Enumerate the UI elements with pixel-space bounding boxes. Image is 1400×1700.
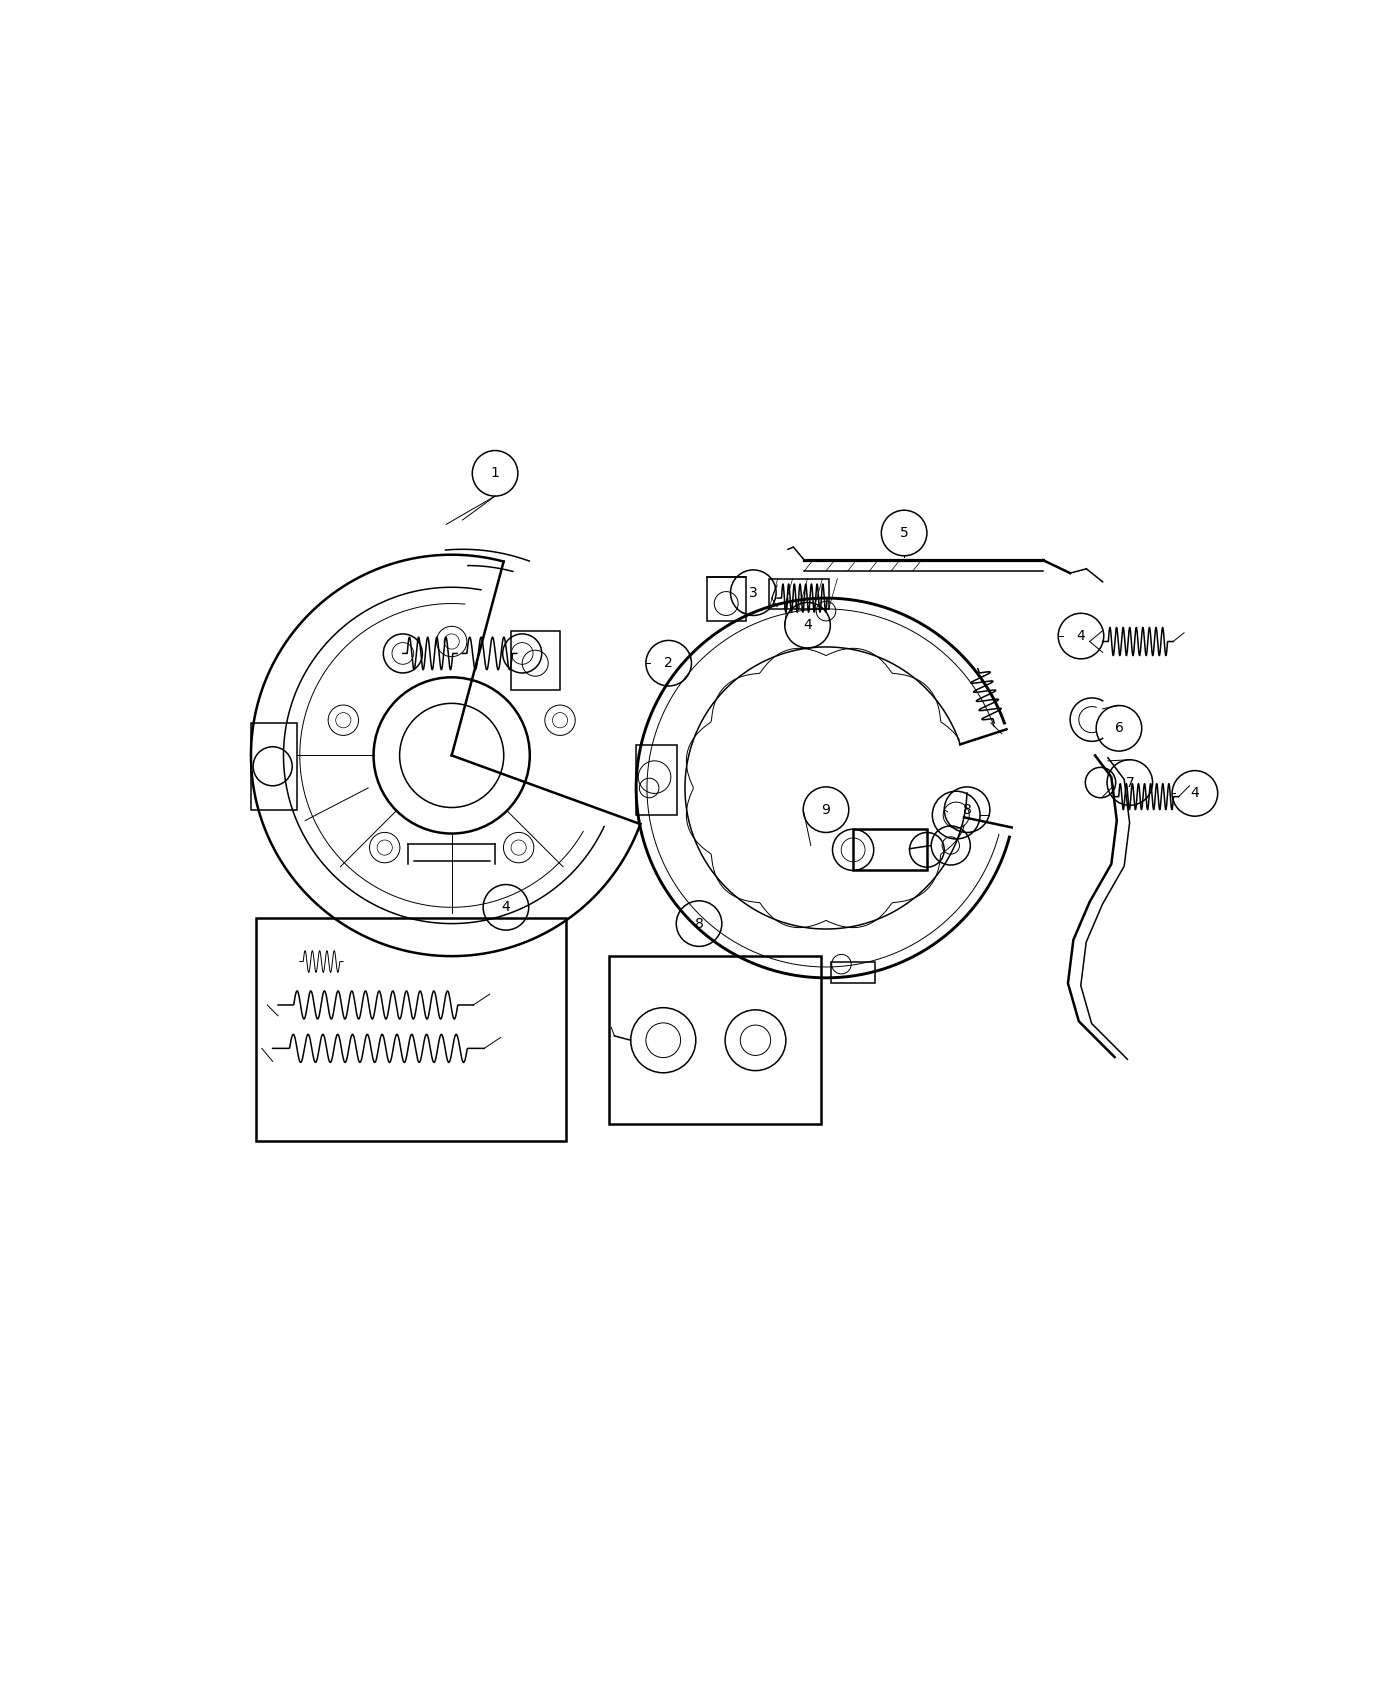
Text: 3: 3 [749,586,757,600]
Text: 6: 6 [1114,721,1123,736]
Text: 8: 8 [694,916,703,930]
Text: 4: 4 [804,619,812,632]
Bar [511,631,560,690]
Bar [251,722,297,809]
Text: 9: 9 [822,802,830,816]
Text: 7: 7 [1126,775,1134,789]
Bar [636,745,678,814]
Text: 4: 4 [1190,787,1200,801]
Text: 1: 1 [490,466,500,481]
Bar [707,578,746,620]
Text: 8: 8 [963,802,972,816]
Bar [853,830,927,870]
Text: 5: 5 [900,525,909,541]
Text: 4: 4 [1077,629,1085,643]
Bar [769,578,829,609]
Text: 4: 4 [501,901,510,915]
Bar [256,918,566,1141]
Bar [609,955,820,1124]
Bar [832,962,875,983]
Text: 2: 2 [664,656,673,670]
